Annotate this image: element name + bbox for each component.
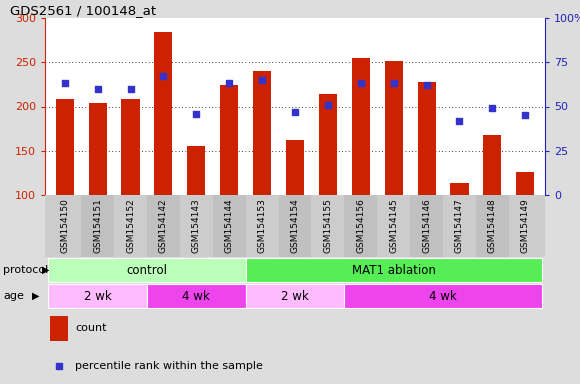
Text: GSM154149: GSM154149: [521, 198, 530, 253]
Text: GSM154153: GSM154153: [258, 198, 267, 253]
Text: GSM154145: GSM154145: [389, 198, 398, 253]
Text: age: age: [3, 291, 24, 301]
Text: ▶: ▶: [42, 265, 50, 275]
Bar: [410, 195, 443, 257]
Bar: [443, 195, 476, 257]
Point: [54, 363, 63, 369]
Point: [93, 86, 102, 92]
Bar: [286, 140, 304, 195]
Text: 4 wk: 4 wk: [429, 290, 457, 303]
Text: GSM154152: GSM154152: [126, 198, 135, 253]
Point: [521, 112, 530, 118]
Bar: [147, 284, 246, 308]
Bar: [483, 135, 502, 195]
Text: GSM154147: GSM154147: [455, 198, 464, 253]
Text: count: count: [75, 323, 107, 333]
Point: [356, 80, 365, 86]
Bar: [418, 82, 436, 195]
Point: [291, 109, 300, 115]
Bar: [351, 58, 370, 195]
Bar: [377, 195, 410, 257]
Point: [323, 102, 332, 108]
Point: [159, 73, 168, 79]
Bar: [187, 146, 205, 195]
Bar: [180, 195, 213, 257]
Bar: [509, 195, 542, 257]
Bar: [50, 316, 67, 341]
Text: GSM154143: GSM154143: [192, 198, 201, 253]
Bar: [81, 195, 114, 257]
Bar: [48, 284, 147, 308]
Bar: [114, 195, 147, 257]
Bar: [246, 284, 345, 308]
Bar: [121, 99, 140, 195]
Bar: [385, 61, 403, 195]
Bar: [451, 184, 469, 195]
Text: protocol: protocol: [3, 265, 48, 275]
Text: percentile rank within the sample: percentile rank within the sample: [75, 361, 263, 371]
Text: GSM154155: GSM154155: [324, 198, 332, 253]
Text: GSM154144: GSM154144: [224, 198, 234, 253]
Bar: [278, 195, 311, 257]
Bar: [56, 99, 74, 195]
Bar: [319, 94, 337, 195]
Text: GSM154146: GSM154146: [422, 198, 431, 253]
Text: GSM154156: GSM154156: [356, 198, 365, 253]
Bar: [89, 103, 107, 195]
Bar: [516, 172, 534, 195]
Point: [488, 105, 497, 111]
Point: [258, 77, 267, 83]
Bar: [147, 195, 180, 257]
Bar: [253, 71, 271, 195]
Text: GSM154148: GSM154148: [488, 198, 497, 253]
Bar: [154, 32, 172, 195]
Point: [191, 111, 201, 117]
Text: GSM154142: GSM154142: [159, 198, 168, 253]
Point: [126, 86, 135, 92]
Text: control: control: [126, 263, 168, 276]
Bar: [345, 284, 542, 308]
Point: [60, 80, 70, 86]
Point: [389, 80, 398, 86]
Text: GSM154154: GSM154154: [291, 198, 299, 253]
Text: MAT1 ablation: MAT1 ablation: [351, 263, 436, 276]
Text: 2 wk: 2 wk: [84, 290, 111, 303]
Text: GSM154150: GSM154150: [60, 198, 69, 253]
Text: 2 wk: 2 wk: [281, 290, 309, 303]
Text: ▶: ▶: [32, 291, 39, 301]
Point: [422, 82, 431, 88]
Bar: [48, 195, 81, 257]
Text: GDS2561 / 100148_at: GDS2561 / 100148_at: [10, 4, 156, 17]
Point: [455, 118, 464, 124]
Bar: [213, 195, 246, 257]
Bar: [246, 195, 278, 257]
Bar: [476, 195, 509, 257]
Bar: [311, 195, 345, 257]
Bar: [220, 85, 238, 195]
Bar: [48, 258, 246, 282]
Point: [224, 80, 234, 86]
Bar: [345, 195, 377, 257]
Text: GSM154151: GSM154151: [93, 198, 102, 253]
Text: 4 wk: 4 wk: [183, 290, 210, 303]
Bar: [246, 258, 542, 282]
